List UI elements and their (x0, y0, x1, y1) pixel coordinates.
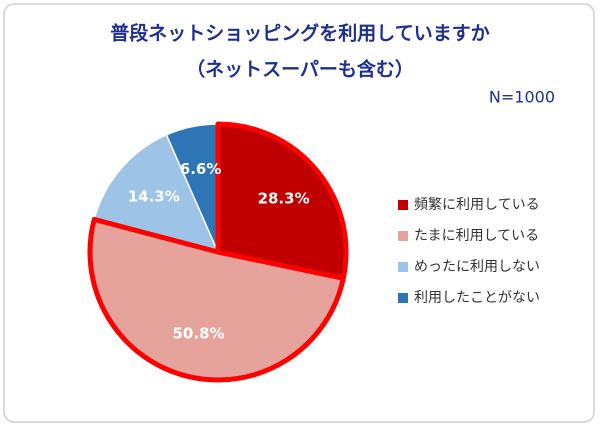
data-label: 6.6% (180, 160, 222, 178)
legend-label: 頻繁に利用している (414, 197, 540, 213)
chart-subtitle: （ネットスーパーも含む） (186, 58, 414, 81)
pie-slice (93, 134, 219, 253)
legend-swatch (398, 231, 408, 241)
legend-swatch (398, 200, 408, 210)
legend-label: 利用したことがない (414, 290, 540, 306)
pie: 28.3% 50.8% 14.3%6.6% (87, 121, 349, 383)
data-label: 50.8% (173, 325, 225, 343)
legend-label: たまに利用している (414, 228, 539, 244)
pie-slice (215, 121, 349, 281)
legend-label: めったに利用しない (414, 259, 540, 275)
chart-title: 普段ネットショッピングを利用していますか (110, 22, 489, 45)
annotation: N=1000 (489, 88, 555, 107)
data-label: 28.3% (258, 189, 310, 207)
pie-slice (87, 216, 346, 383)
data-label: 14.3% (128, 188, 180, 206)
legend-swatch (398, 293, 408, 303)
legend-swatch (398, 262, 408, 272)
